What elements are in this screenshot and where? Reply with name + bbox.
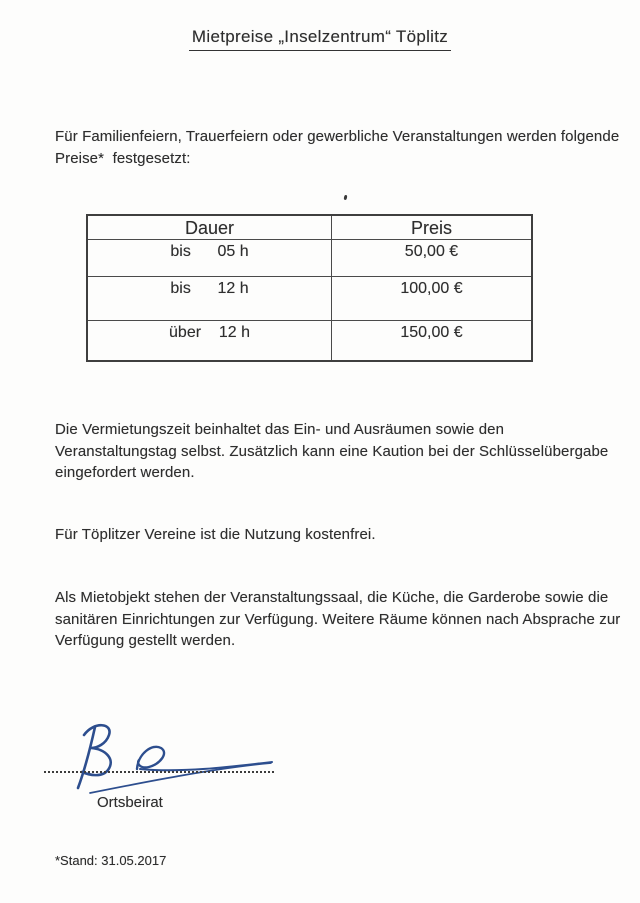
- table-row: bis 05 h 50,00 €: [88, 239, 531, 276]
- paragraph-rental-object: Als Mietobjekt stehen der Veranstaltungs…: [55, 589, 621, 649]
- paragraph-rental-time: Die Vermietungszeit beinhaltet das Ein- …: [55, 421, 609, 481]
- footnote-stand-date: *Stand: 31.05.2017: [55, 853, 167, 868]
- page-title: Mietpreise „Inselzentrum“ Töplitz: [188, 27, 452, 51]
- paragraph-free-use: Für Töplitzer Vereine ist die Nutzung ko…: [55, 526, 376, 543]
- cell-preis: 150,00 €: [400, 324, 463, 341]
- signature-role-label: Ortsbeirat: [97, 794, 163, 811]
- cell-dauer: über 12 h: [88, 321, 332, 360]
- page-title-wrap: Mietpreise „Inselzentrum“ Töplitz: [0, 27, 640, 51]
- cell-dauer: bis 12 h: [88, 277, 332, 320]
- table-row: bis 12 h 100,00 €: [88, 276, 531, 320]
- cell-preis: 100,00 €: [400, 280, 463, 297]
- column-header-dauer: Dauer: [88, 216, 332, 239]
- table-row: über 12 h 150,00 €: [88, 320, 531, 360]
- signature-dotted-line: [44, 771, 274, 773]
- table-header-row: Dauer Preis: [88, 216, 531, 239]
- scan-artifact-speck: [343, 194, 348, 201]
- column-header-preis: Preis: [410, 218, 452, 238]
- cell-preis: 50,00 €: [404, 243, 459, 260]
- price-table: Dauer Preis bis 05 h 50,00 € bis 12 h 10…: [86, 214, 533, 362]
- handwritten-signature-image: [76, 723, 273, 794]
- cell-dauer: bis 05 h: [88, 240, 332, 276]
- paragraph-intro: Für Familienfeiern, Trauerfeiern oder ge…: [55, 128, 620, 167]
